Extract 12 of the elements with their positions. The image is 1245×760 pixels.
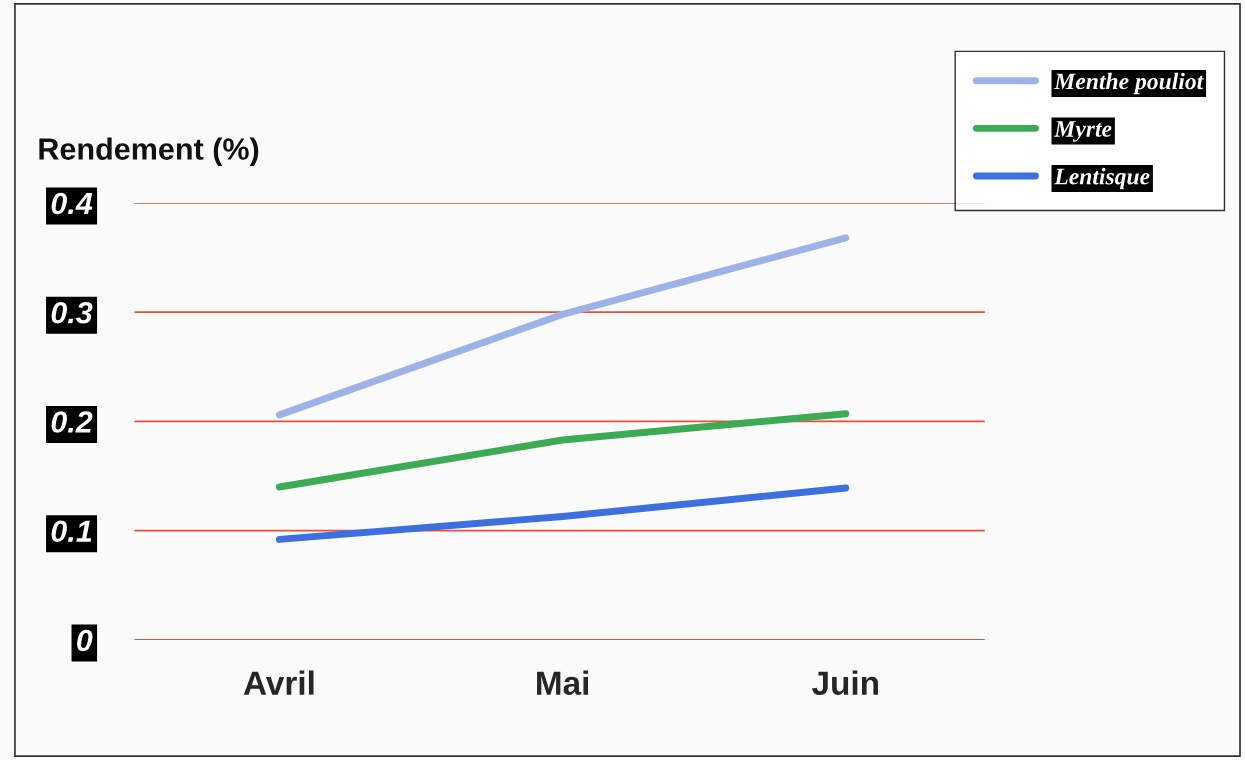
- legend-label: Lentisque: [1054, 167, 1150, 190]
- x-tick-label: Juin: [812, 670, 878, 695]
- x-tick-label: Avril: [243, 670, 314, 695]
- y-tick-label: 0.4: [51, 192, 93, 215]
- x-tick-label: Mai: [537, 670, 589, 695]
- y-tick-label: 0: [77, 629, 93, 652]
- y-axis-title: Rendement (%): [39, 137, 259, 166]
- legend-label: Menthe pouliot: [1054, 72, 1204, 95]
- y-tick-label: 0.2: [51, 411, 93, 433]
- legend-label: Myrte: [1054, 121, 1112, 142]
- y-tick-label: 0.1: [51, 520, 92, 543]
- y-tick-label: 0.3: [51, 301, 93, 324]
